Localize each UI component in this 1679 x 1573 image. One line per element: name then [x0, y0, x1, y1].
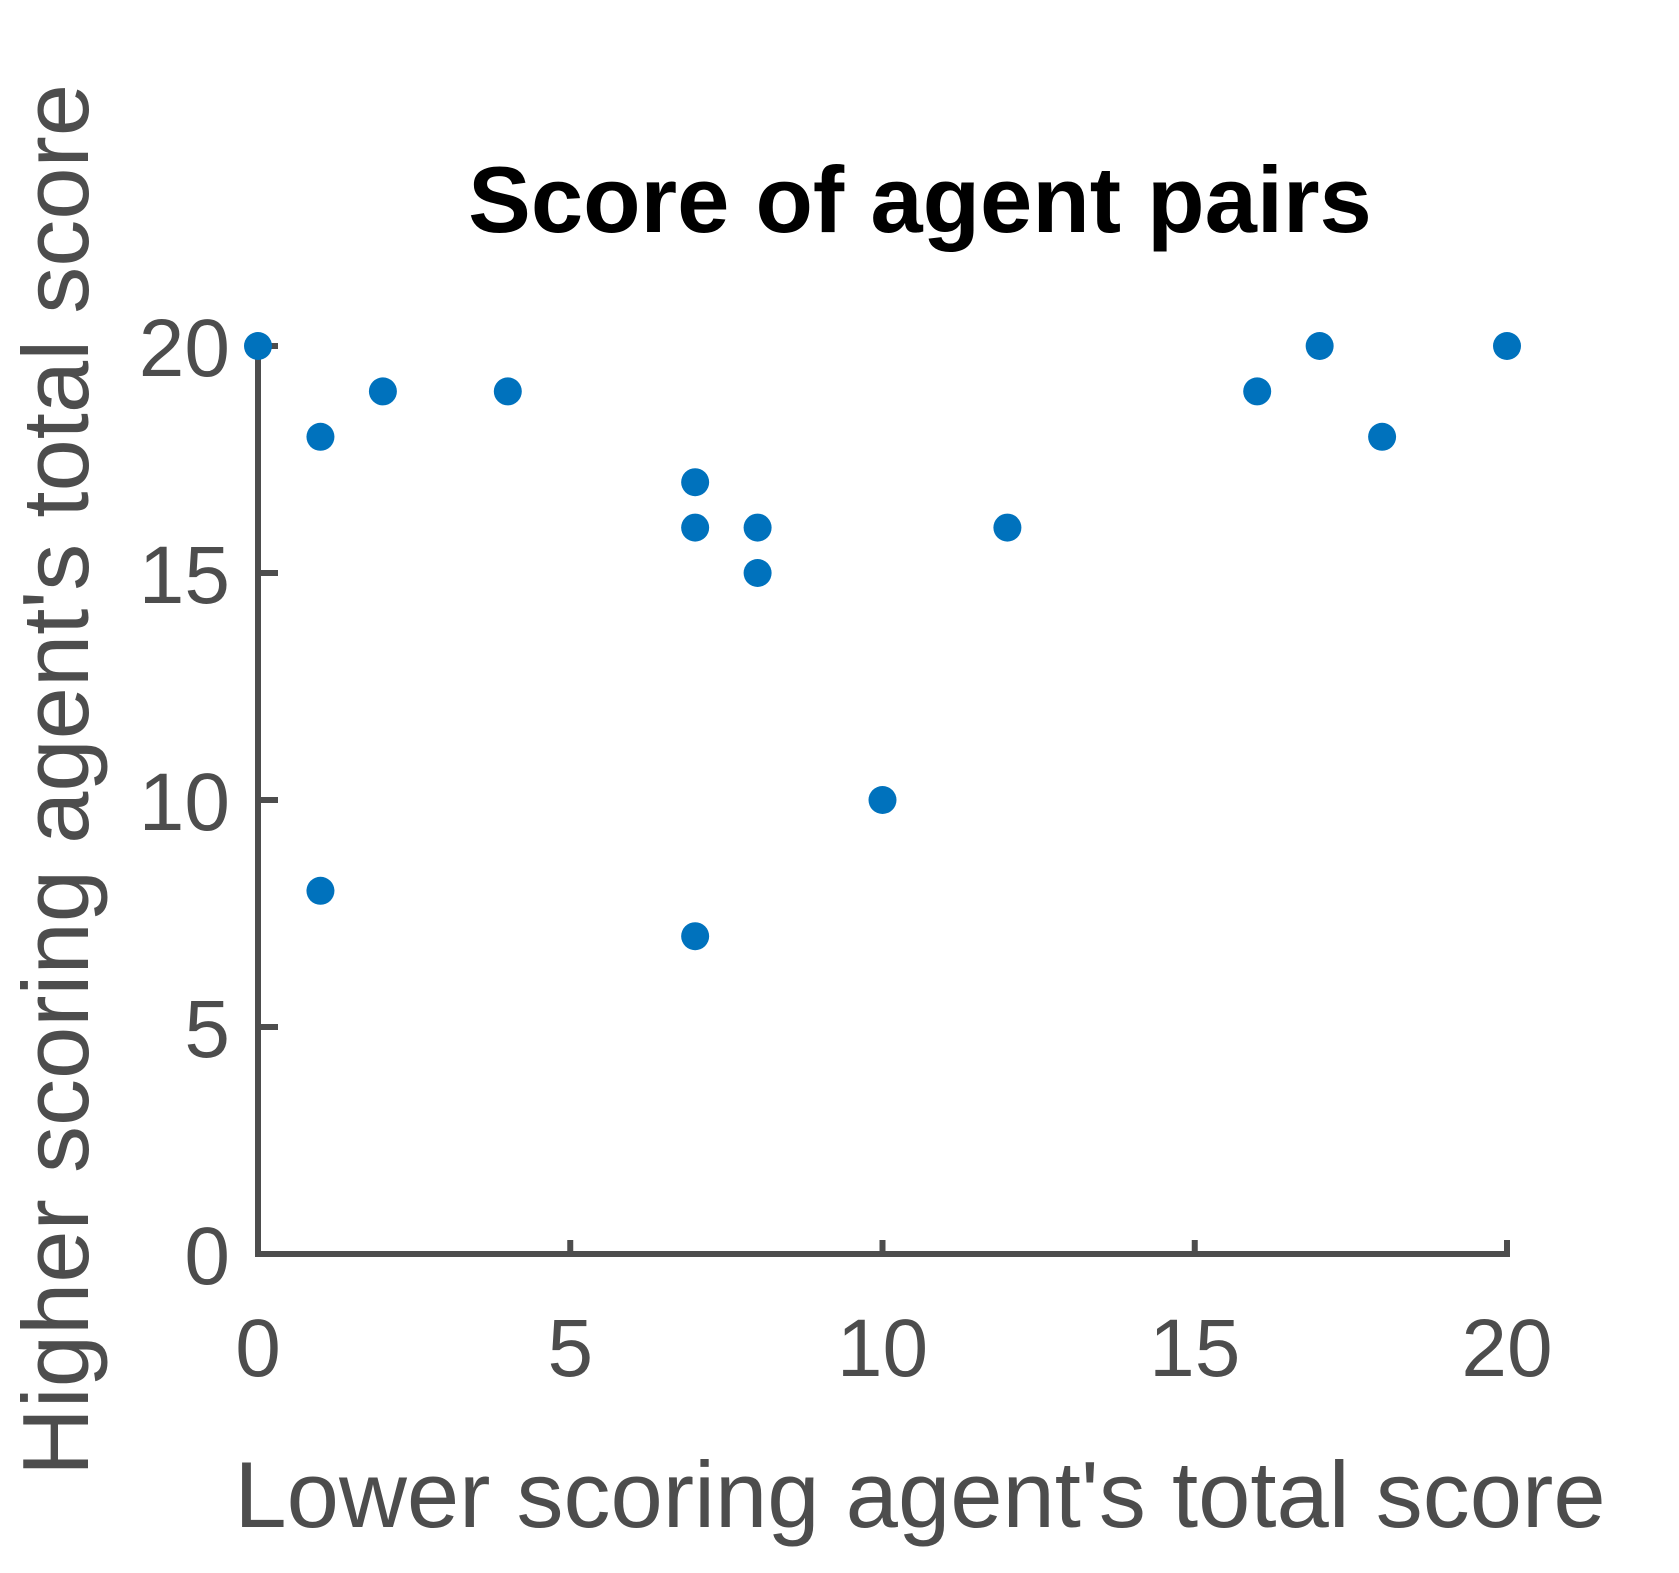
scatter-point [1243, 377, 1272, 406]
x-tick-label: 15 [1149, 1303, 1240, 1394]
x-tick-label: 0 [235, 1303, 281, 1394]
scatter-point [493, 377, 522, 406]
x-tick-label: 20 [1461, 1303, 1552, 1394]
y-tick-label: 5 [184, 984, 230, 1075]
y-tick-label: 15 [139, 530, 230, 621]
scatter-point [1493, 332, 1521, 360]
y-ticks: 0 5 10 15 20 [139, 303, 278, 1302]
scatter-point [306, 876, 335, 905]
scatter-point [681, 468, 710, 497]
scatter-point [1368, 422, 1397, 451]
scatter-point [368, 377, 397, 406]
scatter-point [868, 786, 897, 814]
y-axis-label: Higher scoring agent's total score [3, 84, 108, 1476]
scatter-point [1305, 332, 1334, 360]
x-tick-label: 10 [837, 1303, 928, 1394]
x-axis-label: Lower scoring agent's total score [234, 1442, 1605, 1547]
x-tick-label: 5 [547, 1303, 593, 1394]
y-tick-label: 0 [184, 1211, 230, 1302]
scatter-point [993, 513, 1022, 542]
scatter-point [743, 513, 772, 542]
scatter-point [681, 922, 710, 951]
data-points [244, 332, 1521, 951]
y-tick-label: 20 [139, 303, 230, 394]
y-tick-label: 10 [139, 757, 230, 848]
chart-title: Score of agent pairs [468, 147, 1372, 252]
scatter-point [306, 422, 335, 451]
scatter-point [743, 559, 772, 587]
scatter-point [681, 513, 710, 542]
x-ticks: 0 5 10 15 20 [235, 1240, 1553, 1394]
scatter-point [244, 332, 272, 360]
